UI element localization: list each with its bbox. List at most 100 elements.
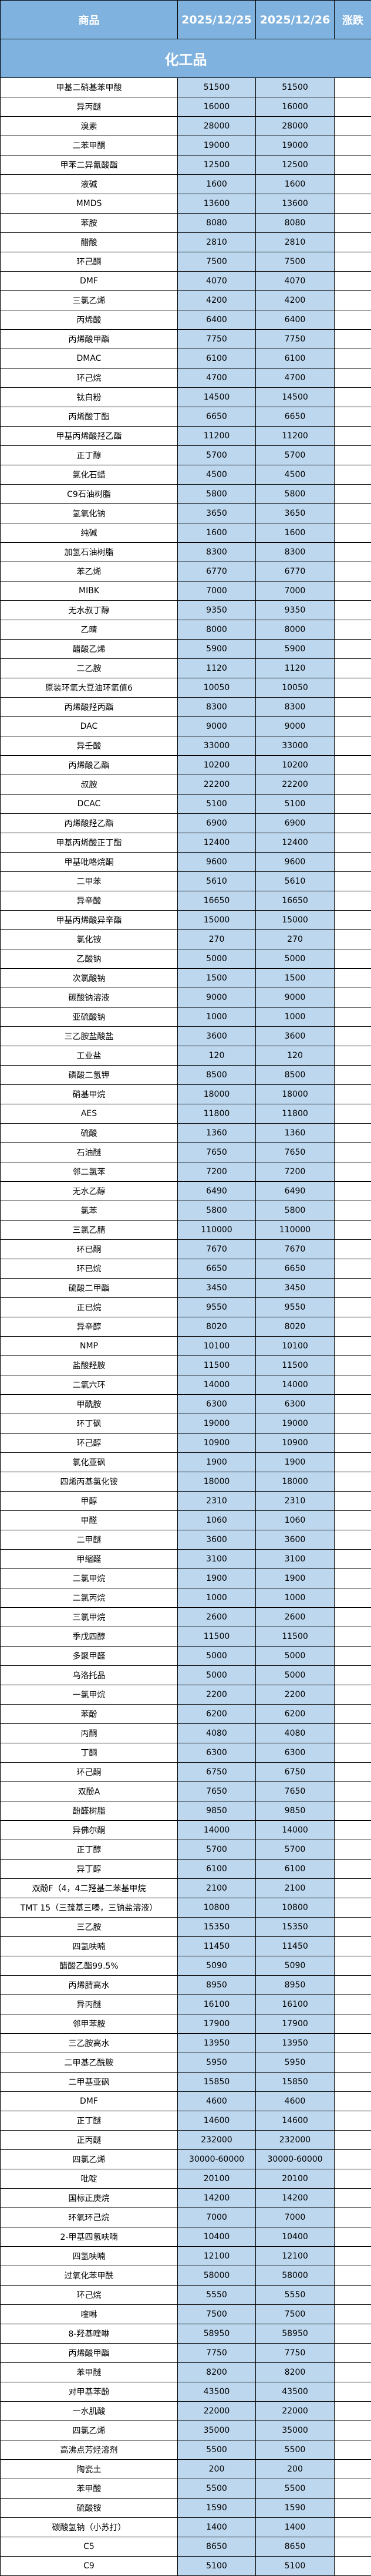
product-name: 二甲基亚砜 bbox=[0, 2072, 178, 2092]
table-row: C9 5100 5100 bbox=[0, 2556, 371, 2576]
price-date-1: 5610 bbox=[177, 871, 256, 891]
table-row: 无水叔丁醇 9350 9350 bbox=[0, 600, 371, 620]
price-change bbox=[334, 1181, 371, 1201]
product-name: 硫酸 bbox=[0, 1123, 178, 1143]
price-change bbox=[334, 1220, 371, 1240]
table-row: 甲醛 1060 1060 bbox=[0, 1510, 371, 1530]
product-name: 碳酸氢钠（小苏打） bbox=[0, 2517, 178, 2537]
price-date-2: 1360 bbox=[255, 1123, 335, 1143]
price-date-2: 9850 bbox=[255, 1801, 335, 1821]
product-name: 环己烷 bbox=[0, 2285, 178, 2305]
price-date-1: 28000 bbox=[177, 116, 256, 136]
price-date-2: 35000 bbox=[255, 2421, 335, 2440]
table-row: 环己酮 6750 6750 bbox=[0, 1762, 371, 1782]
price-date-2: 14500 bbox=[255, 387, 335, 407]
price-change bbox=[334, 1317, 371, 1337]
price-date-2: 5500 bbox=[255, 2440, 335, 2460]
product-name: 三乙胺盐酸盐 bbox=[0, 1026, 178, 1046]
price-date-1: 7650 bbox=[177, 1142, 256, 1162]
product-name: 三氯甲烷 bbox=[0, 1607, 178, 1627]
price-date-2: 8300 bbox=[255, 697, 335, 717]
price-date-1: 5000 bbox=[177, 949, 256, 969]
product-name: 环已烷 bbox=[0, 1259, 178, 1279]
price-change bbox=[334, 813, 371, 833]
price-change bbox=[334, 1375, 371, 1395]
product-name: NMP bbox=[0, 1336, 178, 1356]
price-date-1: 1120 bbox=[177, 658, 256, 678]
product-name: C9石油树脂 bbox=[0, 484, 178, 504]
price-date-2: 15000 bbox=[255, 910, 335, 930]
price-date-2: 33000 bbox=[255, 736, 335, 756]
price-date-1: 4070 bbox=[177, 271, 256, 291]
table-row: 正丁醇 5700 5700 bbox=[0, 1840, 371, 1860]
product-name: DMF bbox=[0, 2091, 178, 2111]
price-date-2: 6300 bbox=[255, 1394, 335, 1414]
price-date-2: 3100 bbox=[255, 1549, 335, 1569]
price-change bbox=[334, 1065, 371, 1085]
price-date-1: 6650 bbox=[177, 407, 256, 427]
price-date-1: 8080 bbox=[177, 213, 256, 233]
price-date-2: 270 bbox=[255, 929, 335, 949]
price-date-1: 5950 bbox=[177, 2053, 256, 2073]
price-change bbox=[334, 2362, 371, 2382]
price-date-1: 8500 bbox=[177, 1065, 256, 1085]
product-name: 苯酚 bbox=[0, 1704, 178, 1724]
table-row: 双酚A 7650 7650 bbox=[0, 1781, 371, 1801]
price-date-1: 14000 bbox=[177, 1375, 256, 1395]
price-date-2: 8500 bbox=[255, 1065, 335, 1085]
price-change bbox=[334, 407, 371, 427]
product-name: 氯化亚砜 bbox=[0, 1452, 178, 1472]
price-date-1: 120 bbox=[177, 1046, 256, 1066]
table-row: 陶瓷土 200 200 bbox=[0, 2459, 371, 2479]
price-date-1: 5500 bbox=[177, 2479, 256, 2499]
product-name: 丙烯酸羟丙酯 bbox=[0, 697, 178, 717]
table-row: 正丙醚 232000 232000 bbox=[0, 2130, 371, 2150]
price-date-2: 11800 bbox=[255, 1104, 335, 1124]
price-date-1: 20100 bbox=[177, 2169, 256, 2189]
price-date-1: 6900 bbox=[177, 813, 256, 833]
price-change bbox=[334, 387, 371, 407]
table-row: 醋酸乙酯99.5% 5090 5090 bbox=[0, 1956, 371, 1976]
table-row: 丙酮 4080 4080 bbox=[0, 1723, 371, 1743]
price-date-1: 8020 bbox=[177, 1317, 256, 1337]
price-date-1: 11800 bbox=[177, 1104, 256, 1124]
price-date-1: 18000 bbox=[177, 1084, 256, 1104]
table-row: 甲酰胺 6300 6300 bbox=[0, 1394, 371, 1414]
price-date-1: 13600 bbox=[177, 194, 256, 214]
price-date-2: 6490 bbox=[255, 1181, 335, 1201]
table-row: 对甲基苯酚 43500 43500 bbox=[0, 2382, 371, 2402]
price-change bbox=[334, 1956, 371, 1976]
price-change bbox=[334, 2266, 371, 2286]
price-change bbox=[334, 1491, 371, 1511]
price-date-2: 5800 bbox=[255, 484, 335, 504]
price-change bbox=[334, 1259, 371, 1279]
product-name: 甲基丙烯酸羟乙酯 bbox=[0, 426, 178, 446]
price-change bbox=[334, 1685, 371, 1705]
price-date-2: 14000 bbox=[255, 1820, 335, 1840]
product-name: 四烯丙基氯化铵 bbox=[0, 1472, 178, 1492]
table-row: 无水乙醇 6490 6490 bbox=[0, 1181, 371, 1201]
price-date-1: 15000 bbox=[177, 910, 256, 930]
table-row: 多聚甲醛 5000 5000 bbox=[0, 1646, 371, 1666]
price-change bbox=[334, 2479, 371, 2499]
table-row: 甲基丙烯酸羟乙酯 11200 11200 bbox=[0, 426, 371, 446]
product-name: 季戊四醇 bbox=[0, 1627, 178, 1647]
product-name: 硫酸铵 bbox=[0, 2498, 178, 2518]
table-row: 异丁醇 6100 6100 bbox=[0, 1859, 371, 1879]
price-change bbox=[334, 271, 371, 291]
table-row: 碳酸钠溶液 9000 9000 bbox=[0, 988, 371, 1008]
table-row: DCAC 5100 5100 bbox=[0, 794, 371, 814]
price-date-2: 6400 bbox=[255, 310, 335, 330]
price-date-2: 6750 bbox=[255, 1762, 335, 1782]
price-date-1: 7750 bbox=[177, 2343, 256, 2363]
price-date-2: 7000 bbox=[255, 581, 335, 601]
price-date-1: 232000 bbox=[177, 2130, 256, 2150]
price-date-1: 43500 bbox=[177, 2382, 256, 2402]
price-change bbox=[334, 2517, 371, 2537]
price-date-1: 7000 bbox=[177, 581, 256, 601]
product-name: 二氯甲烷 bbox=[0, 1568, 178, 1588]
price-date-1: 8300 bbox=[177, 542, 256, 562]
product-name: 丙烯酸羟乙酯 bbox=[0, 813, 178, 833]
price-date-1: 3450 bbox=[177, 1278, 256, 1298]
price-change bbox=[334, 349, 371, 369]
